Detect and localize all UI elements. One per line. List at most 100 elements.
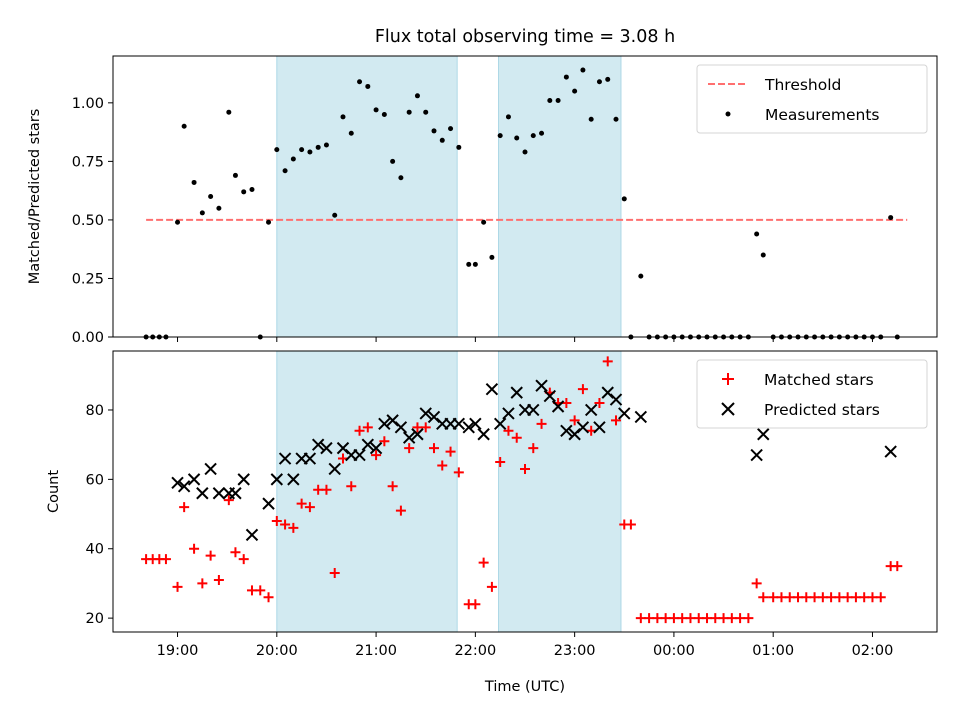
predicted-star-point (485, 382, 499, 396)
predicted-star-point (270, 473, 284, 486)
measurement-point (596, 79, 602, 85)
predicted-star-point (328, 462, 341, 476)
matched-star-point (255, 585, 266, 596)
y-tick-label: 40 (86, 542, 104, 558)
matched-star-point (594, 398, 605, 409)
shaded-interval-0 (276, 350, 458, 633)
measurement-point (274, 147, 280, 153)
matched-star-point (280, 519, 291, 530)
matched-star-point (751, 578, 762, 589)
matched-star-point (437, 460, 448, 471)
predicted-star-point (884, 445, 897, 458)
matched-star-point (478, 557, 489, 568)
matched-star-point (602, 356, 613, 367)
measurement-point (760, 252, 766, 258)
predicted-star-point (204, 462, 217, 476)
x-tick-label: 19:00 (157, 643, 199, 659)
predicted-star-point (535, 379, 548, 392)
measurement-point (381, 112, 387, 118)
predicted-star-point (502, 407, 515, 420)
measurement-point (390, 158, 396, 164)
matched-star-point (420, 422, 431, 433)
matched-star-point (625, 519, 636, 530)
y-tick-label: 0.00 (72, 330, 104, 346)
x-tick-label: 22:00 (454, 643, 496, 659)
matched-star-point (445, 446, 456, 457)
matched-star-point (205, 550, 216, 561)
measurement-point (181, 123, 187, 129)
bottom-legend-box (696, 359, 928, 429)
predicted-star-point (394, 421, 408, 434)
predicted-star-point (593, 421, 606, 434)
top-shaded-intervals (276, 55, 622, 338)
matched-star-point (321, 484, 332, 495)
matched-star-point (223, 495, 234, 506)
predicted-star-point (303, 452, 317, 465)
bottom-panel: 20 40 60 80 19:00 20:00 21:00 22:00 23:00 00:00 01… (46, 350, 938, 659)
predicted-star-point (576, 421, 590, 434)
measurement-point (754, 231, 760, 237)
matched-star-point (230, 547, 241, 558)
matched-star-point (329, 568, 340, 579)
top-panel: 0.00 0.25 0.50 0.75 1.00 Matched/Predicted s… (27, 55, 938, 346)
predicted-star-point (618, 407, 631, 420)
series-matched-stars (141, 356, 903, 624)
matched-star-point (561, 398, 572, 409)
y-tick-label: 20 (86, 611, 104, 627)
measurements-legend-label: Measurements (765, 106, 880, 124)
x-axis-label: Time (UTC) (484, 679, 565, 695)
measurement-point (175, 219, 181, 225)
matched-star-point (371, 450, 382, 461)
measurement-point (505, 114, 511, 120)
predicted-star-point (177, 480, 191, 493)
measurement-point (514, 135, 520, 141)
predicted-star-point (171, 476, 184, 490)
measurement-point (299, 147, 305, 153)
matched-star-point (387, 481, 398, 492)
measurement-point (357, 79, 363, 85)
matched-star-point (288, 522, 299, 533)
matched-star-point (875, 592, 886, 603)
bottom-ticks: 20 40 60 80 19:00 20:00 21:00 22:00 23:00 00:00 01… (86, 403, 894, 659)
matched-star-point (354, 425, 365, 436)
y-tick-label: 0.50 (72, 213, 104, 229)
measurement-point (398, 175, 404, 181)
matched-star-point (428, 443, 439, 454)
predicted-star-point (287, 473, 300, 486)
matched-star-point (569, 415, 580, 426)
matched-star-point (586, 425, 597, 436)
predicted-star-point (493, 417, 507, 431)
top-ticks: 0.00 0.25 0.50 0.75 1.00 (72, 96, 873, 346)
predicted-star-point (353, 448, 366, 462)
predicted-star-point (278, 452, 292, 465)
shaded-interval-1 (498, 350, 622, 633)
predicted-star-point (452, 417, 466, 431)
predicted-star-point (584, 403, 598, 417)
matched-star-point (520, 463, 530, 474)
predicted-star-point (609, 393, 623, 406)
chart-title: Flux total observing time = 3.08 h (375, 27, 675, 47)
x-tick-label: 21:00 (355, 643, 397, 659)
measurement-point (282, 168, 288, 174)
matched-star-point (379, 436, 390, 447)
bottom-legend: Matched stars Predicted stars (696, 359, 928, 429)
measurement-point (249, 186, 255, 192)
predicted-star-point (361, 438, 375, 451)
measurement-point (580, 67, 586, 73)
predicted-star-point (527, 403, 540, 417)
measurement-point (481, 219, 487, 225)
measurement-point (423, 109, 429, 115)
matched-star-point (758, 592, 769, 603)
measurement-point (489, 254, 495, 260)
measurement-point (348, 130, 354, 136)
measurement-point (208, 194, 214, 199)
matched-star-point (404, 443, 415, 454)
measurement-point (332, 212, 338, 218)
predicted-star-point (212, 487, 226, 500)
matched-star-point (213, 574, 224, 585)
measurement-point (406, 109, 412, 115)
predicted-star-point (311, 438, 325, 451)
predicted-star-point (245, 528, 259, 542)
predicted-star-point (560, 424, 573, 437)
